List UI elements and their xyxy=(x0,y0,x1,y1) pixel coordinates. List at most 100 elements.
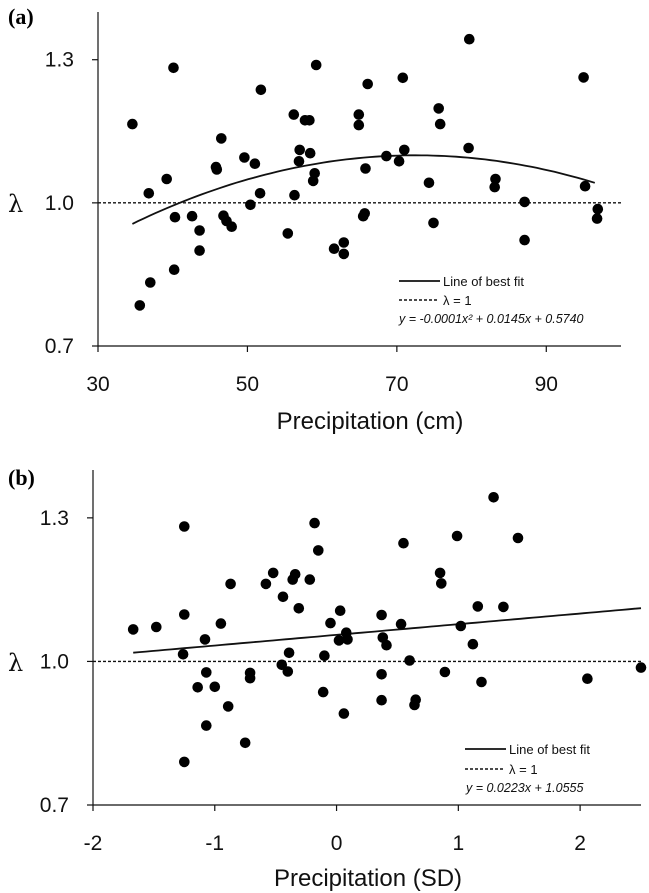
data-point xyxy=(333,635,345,646)
data-point xyxy=(334,605,346,616)
equation-label-b: y = 0.0223x + 1.0555 xyxy=(465,781,584,795)
data-point xyxy=(201,667,212,678)
data-point xyxy=(489,181,501,193)
data-point xyxy=(226,221,237,232)
data-point xyxy=(267,567,279,579)
data-point xyxy=(179,521,190,532)
fit-curve-a xyxy=(132,154,596,225)
data-point xyxy=(579,180,591,192)
data-point xyxy=(353,109,365,120)
data-point xyxy=(582,673,593,684)
x-axis-title-a: Precipitation (cm) xyxy=(277,408,464,435)
data-point xyxy=(512,532,524,544)
data-point xyxy=(309,168,321,179)
data-point xyxy=(161,173,172,185)
data-point xyxy=(222,701,234,712)
data-point xyxy=(186,210,198,222)
data-point xyxy=(277,591,289,603)
data-point xyxy=(476,676,487,688)
data-point xyxy=(362,78,374,90)
data-point xyxy=(255,84,267,96)
data-point xyxy=(304,115,315,126)
plot-area-b: 0.7 1.0 1.3 -2 -1 0 1 2 xyxy=(40,470,647,855)
data-point xyxy=(201,720,212,731)
data-point xyxy=(319,650,330,661)
data-point xyxy=(464,33,475,45)
data-point xyxy=(359,208,371,219)
data-point xyxy=(360,163,371,174)
data-point xyxy=(194,225,205,236)
data-point xyxy=(127,118,138,130)
data-point xyxy=(283,647,295,659)
data-point xyxy=(317,686,329,698)
y-tick-label: 0.7 xyxy=(40,794,69,817)
panel-label-b: (b) xyxy=(8,465,35,490)
data-point xyxy=(328,243,340,254)
data-point xyxy=(338,248,350,260)
data-point xyxy=(244,667,256,679)
data-point xyxy=(381,639,392,651)
data-point xyxy=(325,617,336,629)
data-point xyxy=(127,624,139,635)
data-point xyxy=(289,569,301,580)
data-point xyxy=(215,618,227,629)
data-point xyxy=(410,694,422,705)
data-point xyxy=(282,228,294,239)
data-point xyxy=(399,144,410,156)
data-point xyxy=(211,164,223,175)
data-point xyxy=(143,188,155,199)
data-point xyxy=(592,203,604,215)
data-point xyxy=(194,245,205,256)
data-point xyxy=(498,601,509,613)
data-point xyxy=(451,530,463,542)
data-point xyxy=(578,72,589,83)
data-point xyxy=(313,545,324,556)
data-point xyxy=(398,537,409,549)
data-point xyxy=(342,634,353,645)
data-point xyxy=(304,574,316,585)
data-point xyxy=(239,152,250,163)
data-point xyxy=(249,158,261,169)
data-point xyxy=(434,118,446,130)
plot-area-a: 0.7 1.0 1.3 30 50 70 90 xyxy=(45,12,621,396)
y-tick-label: 1.0 xyxy=(40,650,69,673)
data-point xyxy=(439,666,451,678)
legend-a: Line of best fit λ = 1 y = -0.0001x² + 0… xyxy=(398,274,584,326)
data-point xyxy=(169,211,181,223)
data-point xyxy=(353,119,365,131)
data-point xyxy=(289,189,300,201)
x-tick-label: 70 xyxy=(385,373,408,396)
data-point xyxy=(225,578,236,590)
data-point xyxy=(245,199,256,211)
x-tick-label: -1 xyxy=(205,832,224,855)
legend-fit-label-b: Line of best fit xyxy=(509,742,590,757)
data-point xyxy=(433,103,445,114)
data-point xyxy=(293,603,305,614)
data-point xyxy=(168,264,180,276)
data-point xyxy=(467,638,479,650)
x-tick-label: 50 xyxy=(236,373,259,396)
data-point xyxy=(519,196,530,208)
data-point xyxy=(376,694,387,706)
data-point xyxy=(395,618,407,630)
legend-ref-label-a: λ = 1 xyxy=(443,293,472,308)
data-point xyxy=(428,217,439,229)
data-point xyxy=(393,156,405,167)
equation-label-a: y = -0.0001x² + 0.0145x + 0.5740 xyxy=(398,312,584,326)
data-point xyxy=(434,567,446,579)
y-tick-label: 1.0 xyxy=(45,192,74,215)
x-tick-label: 2 xyxy=(574,832,586,855)
data-point xyxy=(282,666,294,677)
x-tick-label: 30 xyxy=(86,373,109,396)
data-point xyxy=(472,601,484,612)
x-tick-label: 90 xyxy=(535,373,558,396)
data-point xyxy=(519,234,530,246)
panel-b: (b) λ Precipitation (SD) 0.7 1.0 1.3 -2 -1 0 1… xyxy=(8,465,647,892)
data-point xyxy=(376,609,387,621)
data-point xyxy=(423,177,435,189)
data-point xyxy=(192,682,203,693)
data-point xyxy=(151,621,162,633)
data-point xyxy=(436,578,447,589)
data-point xyxy=(177,649,189,660)
